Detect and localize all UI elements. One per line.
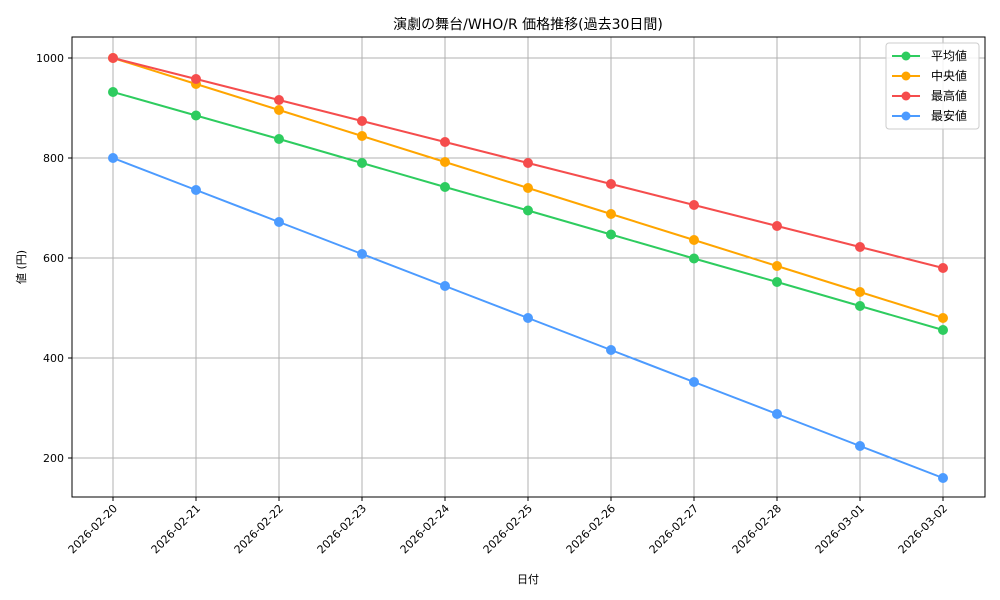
legend-label: 最高値 bbox=[931, 88, 967, 103]
data-point-marker bbox=[772, 261, 782, 271]
x-tick-label: 2026-02-23 bbox=[315, 502, 369, 556]
data-point-marker bbox=[855, 301, 865, 311]
data-point-marker bbox=[772, 277, 782, 287]
y-axis-label: 値 (円) bbox=[15, 250, 28, 284]
legend-label: 平均値 bbox=[931, 48, 967, 63]
data-point-marker bbox=[606, 179, 616, 189]
data-point-marker bbox=[606, 209, 616, 219]
data-point-marker bbox=[855, 441, 865, 451]
data-point-marker bbox=[689, 377, 699, 387]
chart-title: 演劇の舞台/WHO/R 価格推移(過去30日間) bbox=[393, 17, 663, 33]
data-point-marker bbox=[440, 281, 450, 291]
data-point-marker bbox=[357, 249, 367, 259]
x-tick-label: 2026-02-25 bbox=[481, 502, 535, 556]
legend-label: 中央値 bbox=[931, 68, 967, 83]
x-tick-label: 2026-02-22 bbox=[232, 502, 286, 556]
data-point-marker bbox=[606, 345, 616, 355]
data-point-marker bbox=[440, 157, 450, 167]
data-point-marker bbox=[108, 153, 118, 163]
data-point-marker bbox=[357, 131, 367, 141]
data-point-marker bbox=[772, 221, 782, 231]
legend-item: 平均値 bbox=[892, 48, 967, 63]
x-tick-label: 2026-02-20 bbox=[66, 502, 120, 556]
y-tick-label: 600 bbox=[43, 252, 64, 265]
x-tick-label: 2026-02-24 bbox=[398, 502, 452, 556]
y-tick-label: 400 bbox=[43, 352, 64, 365]
y-tick-label: 800 bbox=[43, 152, 64, 165]
data-point-marker bbox=[274, 134, 284, 144]
data-point-marker bbox=[938, 325, 948, 335]
x-tick-label: 2026-02-21 bbox=[149, 502, 203, 556]
legend-label: 最安値 bbox=[931, 108, 967, 123]
data-point-marker bbox=[191, 185, 201, 195]
data-point-marker bbox=[523, 205, 533, 216]
data-point-marker bbox=[938, 263, 948, 273]
x-tick-label: 2026-02-27 bbox=[647, 502, 701, 556]
x-tick-label: 2026-02-26 bbox=[564, 502, 618, 556]
data-point-marker bbox=[855, 287, 865, 297]
legend-marker-icon bbox=[901, 51, 911, 61]
x-axis: 2026-02-20 2026-02-21 2026-02-22 2026-02-23… bbox=[66, 497, 950, 556]
data-point-marker bbox=[606, 229, 616, 240]
y-tick-label: 1000 bbox=[36, 52, 64, 65]
series-layer bbox=[108, 53, 948, 483]
series-line bbox=[108, 53, 948, 273]
data-point-marker bbox=[191, 110, 201, 121]
data-point-marker bbox=[689, 200, 699, 210]
data-point-marker bbox=[191, 74, 201, 84]
legend-item: 最安値 bbox=[892, 108, 967, 123]
legend-item: 最高値 bbox=[892, 88, 967, 103]
data-point-marker bbox=[274, 95, 284, 105]
data-point-marker bbox=[938, 473, 948, 483]
data-point-marker bbox=[357, 158, 367, 168]
legend-marker-icon bbox=[901, 91, 911, 101]
data-point-marker bbox=[523, 313, 533, 323]
legend-marker-icon bbox=[901, 71, 911, 81]
data-point-marker bbox=[440, 182, 450, 192]
data-point-marker bbox=[357, 116, 367, 126]
data-point-marker bbox=[108, 87, 118, 97]
series-line bbox=[108, 87, 948, 335]
grid-lines bbox=[72, 37, 985, 497]
legend-item: 中央値 bbox=[892, 68, 967, 83]
y-axis: 200 400 600 800 1000 bbox=[36, 52, 72, 465]
data-point-marker bbox=[523, 183, 533, 193]
x-axis-label: 日付 bbox=[517, 573, 539, 586]
series-line bbox=[108, 153, 948, 483]
data-point-marker bbox=[523, 158, 533, 168]
data-point-marker bbox=[274, 217, 284, 227]
data-point-marker bbox=[855, 242, 865, 252]
y-tick-label: 200 bbox=[43, 452, 64, 465]
data-point-marker bbox=[108, 53, 118, 63]
x-tick-label: 2026-03-02 bbox=[896, 502, 950, 556]
data-point-marker bbox=[772, 409, 782, 419]
legend-frame bbox=[885, 42, 980, 130]
x-tick-label: 2026-02-28 bbox=[730, 502, 784, 556]
legend-marker-icon bbox=[901, 111, 911, 121]
data-point-marker bbox=[689, 235, 699, 245]
data-point-marker bbox=[938, 313, 948, 323]
data-point-marker bbox=[440, 137, 450, 147]
data-point-marker bbox=[689, 253, 699, 264]
data-point-marker bbox=[274, 105, 284, 115]
x-tick-label: 2026-03-01 bbox=[813, 502, 867, 556]
